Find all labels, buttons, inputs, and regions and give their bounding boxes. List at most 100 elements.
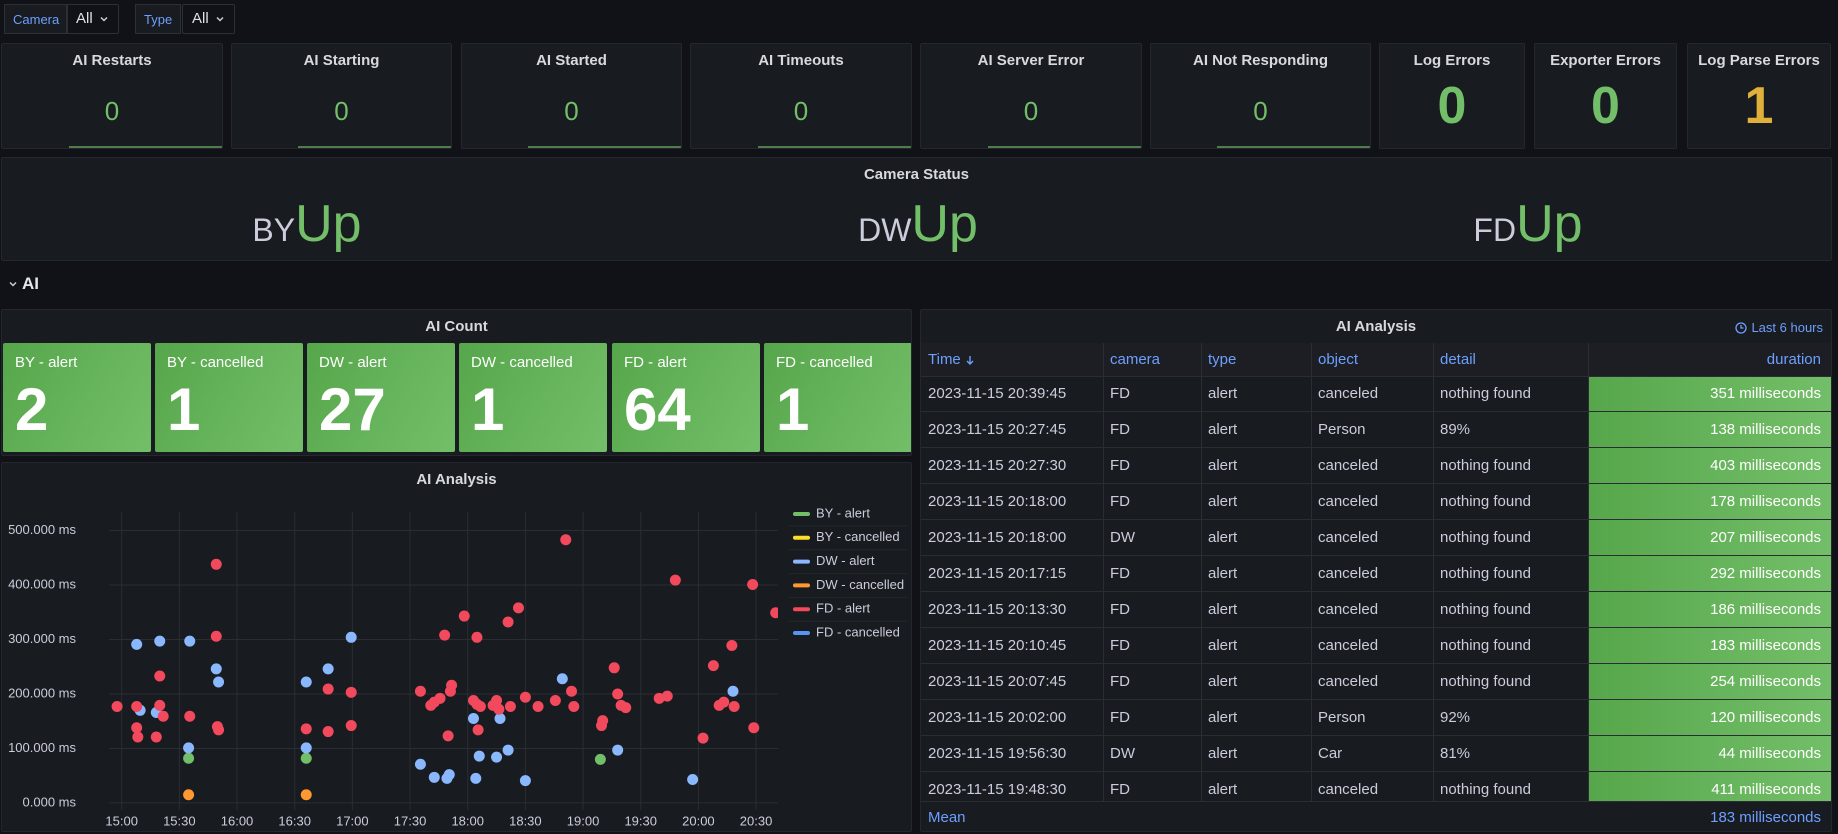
- x-tick-label: 15:00: [105, 813, 138, 828]
- point: [512, 602, 524, 614]
- table-cell: 2023-11-15 20:17:15: [928, 565, 1067, 582]
- filter-dropdown[interactable]: All: [182, 4, 235, 34]
- point: [493, 703, 505, 715]
- table-cell: DW: [1110, 529, 1135, 546]
- point: [213, 676, 225, 688]
- table-panel: AI Analysis Last 6 hours Time camera type obj…: [920, 309, 1832, 832]
- filter-dropdown[interactable]: All: [66, 4, 119, 34]
- table-row: 2023-11-15 20:10:45 FD alert canceled nothin…: [921, 628, 1831, 664]
- point: [519, 775, 531, 787]
- table-row: 2023-11-15 20:27:30 FD alert canceled nothin…: [921, 448, 1831, 484]
- stat-title: AI Not Responding: [1193, 52, 1328, 69]
- point: [504, 700, 516, 712]
- point: [131, 700, 143, 712]
- table-cell: alert: [1208, 421, 1238, 438]
- stat-title: AI Starting: [303, 52, 380, 69]
- point: [132, 731, 144, 743]
- stat-value: 0: [1437, 77, 1467, 135]
- y-tick-label: 100.000 ms: [8, 740, 76, 755]
- table-row: 2023-11-15 20:13:30 FD alert canceled nothin…: [921, 592, 1831, 628]
- point: [566, 685, 578, 697]
- time-range[interactable]: Last 6 hours: [1735, 320, 1823, 335]
- stat-panel: AI Starting 0: [231, 43, 452, 149]
- table-cell: Person: [1318, 421, 1366, 438]
- point: [770, 607, 778, 619]
- point: [443, 769, 455, 781]
- table-cell: alert: [1208, 601, 1238, 618]
- stat-title: Log Errors: [1413, 52, 1491, 69]
- point: [183, 742, 195, 754]
- point: [414, 758, 426, 770]
- chart: 15:00 15:30 16:00 16:30 17:00 17:30 18:00 18:30…: [8, 505, 907, 828]
- stat-value: 0: [1023, 96, 1039, 126]
- point: [661, 690, 673, 702]
- table-cell: alert: [1208, 781, 1238, 798]
- chevron: [100, 16, 108, 22]
- table-cell: alert: [1208, 745, 1238, 762]
- count-tile: FD - alert 64: [612, 343, 760, 452]
- stat-title: Log Parse Errors: [1698, 52, 1820, 69]
- table-cell: alert: [1208, 565, 1238, 582]
- chevron-path: [100, 16, 108, 22]
- column-header[interactable]: Time: [928, 343, 975, 376]
- stat-value: 0: [564, 96, 579, 126]
- sparkline: [69, 146, 222, 148]
- point: [728, 700, 740, 712]
- point: [154, 670, 166, 682]
- stat-panel: AI Not Responding 0: [1150, 43, 1371, 149]
- column-header[interactable]: detail: [1440, 343, 1476, 376]
- table-cell: 81%: [1440, 745, 1471, 762]
- column-header[interactable]: object: [1318, 343, 1358, 376]
- point: [345, 631, 357, 643]
- point: [747, 578, 759, 590]
- table-cell: DW: [1110, 745, 1135, 762]
- table-cell: 120 milliseconds: [1710, 709, 1821, 726]
- point: [322, 663, 334, 675]
- table-cell: alert: [1208, 637, 1238, 654]
- sparkline: [1217, 146, 1370, 148]
- table-cell: nothing found: [1440, 529, 1531, 546]
- camera-name: BY: [252, 212, 296, 248]
- table-cell: 2023-11-15 19:48:30: [928, 781, 1067, 798]
- point: [345, 686, 357, 698]
- table-cell: nothing found: [1440, 385, 1531, 402]
- y-tick-label: 500.000 ms: [8, 522, 76, 537]
- table-cell: 403 milliseconds: [1710, 457, 1821, 474]
- sparkline: [988, 146, 1141, 148]
- table-title: AI Analysis: [1335, 318, 1417, 335]
- x-tick-label: 20:00: [682, 813, 715, 828]
- clock-icon: [1735, 321, 1748, 334]
- table-cell: 178 milliseconds: [1710, 493, 1821, 510]
- point: [519, 691, 531, 703]
- row-header[interactable]: AI: [8, 274, 39, 294]
- table-cell: canceled: [1318, 493, 1379, 510]
- point: [612, 744, 624, 756]
- table-row: 2023-11-15 19:56:30 DW alert Car 81% 44 milli…: [921, 736, 1831, 772]
- table-row: 2023-11-15 19:48:30 FD alert canceled nothin…: [921, 772, 1831, 801]
- column-header[interactable]: duration: [1767, 343, 1821, 376]
- point: [556, 673, 568, 685]
- table-cell: 183 milliseconds: [1710, 637, 1821, 654]
- column-title: object: [1318, 351, 1359, 368]
- filter-value: All: [192, 10, 209, 27]
- column-separator: [1433, 343, 1434, 831]
- x-tick-label: 16:30: [278, 813, 311, 828]
- point: [727, 685, 739, 697]
- table-cell: FD: [1110, 421, 1130, 438]
- point: [532, 700, 544, 712]
- column-header[interactable]: type: [1208, 343, 1236, 376]
- table-cell: canceled: [1318, 457, 1379, 474]
- column-title: type: [1208, 351, 1237, 368]
- point: [718, 696, 730, 708]
- time-range-label: Last 6 hours: [1751, 320, 1823, 335]
- point: [471, 631, 483, 643]
- table-row: 2023-11-15 20:18:00 DW alert canceled nothin…: [921, 520, 1831, 556]
- camera-name: DW: [858, 212, 912, 248]
- table-cell: nothing found: [1440, 601, 1531, 618]
- column-header[interactable]: camera: [1110, 343, 1160, 376]
- stat-title: AI Restarts: [72, 52, 152, 69]
- point: [131, 722, 143, 734]
- table-cell: FD: [1110, 781, 1130, 798]
- tile-name: FD - alert: [624, 354, 687, 371]
- stat-panel: AI Timeouts 0: [690, 43, 912, 149]
